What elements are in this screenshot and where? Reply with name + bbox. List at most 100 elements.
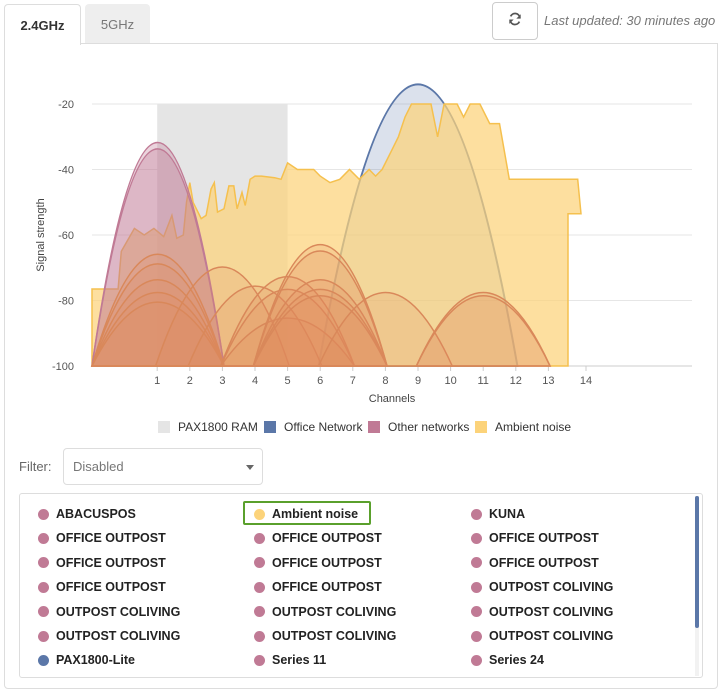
legend-swatch-office-network bbox=[264, 421, 276, 433]
network-color-dot bbox=[38, 532, 49, 544]
network-list-item[interactable]: OFFICE OUTPOST bbox=[471, 528, 599, 548]
network-color-dot bbox=[471, 557, 482, 569]
network-color-dot bbox=[38, 606, 49, 618]
network-name: OFFICE OUTPOST bbox=[489, 531, 599, 546]
x-tick-label: 1 bbox=[154, 375, 160, 387]
other-network-curve bbox=[252, 279, 389, 367]
legend-item-other-networks[interactable]: Other networks bbox=[368, 420, 469, 434]
network-color-dot bbox=[254, 630, 265, 642]
network-name: OFFICE OUTPOST bbox=[56, 555, 166, 570]
network-list-item[interactable]: Series 11 bbox=[254, 650, 326, 670]
network-list-item[interactable]: OFFICE OUTPOST bbox=[38, 577, 166, 597]
x-tick-label: 5 bbox=[285, 375, 291, 387]
other-network-curve bbox=[90, 263, 226, 367]
network-list[interactable]: ABACUSPOS Ambient noise KUNA OFFICE OUTPOST… bbox=[19, 493, 703, 678]
network-name: OFFICE OUTPOST bbox=[272, 580, 382, 595]
refresh-button[interactable] bbox=[492, 2, 538, 40]
network-list-item[interactable]: OFFICE OUTPOST bbox=[38, 528, 166, 548]
network-name: PAX1800-Lite bbox=[56, 653, 135, 668]
y-axis-title: Signal strength bbox=[35, 198, 47, 271]
x-axis-title: Channels bbox=[369, 393, 416, 405]
network-color-dot bbox=[254, 508, 265, 520]
x-tick-label: 10 bbox=[444, 375, 456, 387]
x-tick-label: 6 bbox=[317, 375, 323, 387]
network-name: OFFICE OUTPOST bbox=[272, 555, 382, 570]
tab-2-4ghz[interactable]: 2.4GHz bbox=[4, 4, 81, 45]
network-name: Ambient noise bbox=[272, 507, 359, 521]
network-color-dot bbox=[471, 630, 482, 642]
x-tick-label: 11 bbox=[477, 375, 488, 387]
network-color-dot bbox=[254, 606, 265, 618]
x-tick-label: 4 bbox=[252, 375, 258, 387]
other-network-curve bbox=[90, 301, 226, 367]
network-list-item[interactable]: OFFICE OUTPOST bbox=[38, 553, 166, 573]
network-name: OUTPOST COLIVING bbox=[272, 629, 397, 643]
network-list-item[interactable]: ABACUSPOS bbox=[38, 504, 136, 524]
legend-item-ram[interactable]: PAX1800 RAM bbox=[158, 420, 258, 434]
other-network-curve bbox=[219, 288, 356, 367]
filter-select[interactable]: Disabled bbox=[63, 448, 263, 485]
network-color-dot bbox=[38, 654, 49, 666]
network-list-item[interactable]: Ambient noise bbox=[254, 504, 358, 524]
network-name: OUTPOST COLIVING bbox=[272, 604, 397, 619]
network-color-dot bbox=[254, 532, 265, 544]
ambient-noise-area bbox=[91, 103, 582, 367]
network-name: OUTPOST COLIVING bbox=[489, 629, 614, 643]
network-name: OUTPOST COLIVING bbox=[489, 580, 614, 595]
network-list-item[interactable]: OUTPOST COLIVING bbox=[471, 577, 613, 597]
network-color-dot bbox=[254, 557, 265, 569]
network-list-item[interactable]: PAX1800-Lite bbox=[38, 650, 135, 670]
network-list-item[interactable]: OUTPOST COLIVING bbox=[38, 602, 180, 622]
other-network-curve bbox=[90, 279, 226, 367]
legend-swatch-ram bbox=[158, 421, 170, 433]
scrollbar-thumb[interactable] bbox=[695, 496, 699, 628]
x-tick-label: 13 bbox=[542, 375, 554, 387]
legend-item-office-network[interactable]: Office Network bbox=[264, 420, 362, 434]
other-network-curve bbox=[252, 250, 389, 367]
network-name: OFFICE OUTPOST bbox=[489, 555, 599, 570]
network-list-item[interactable]: KUNA bbox=[471, 504, 525, 524]
network-name: OUTPOST COLIVING bbox=[489, 604, 614, 619]
last-updated-text: Last updated: 30 minutes ago bbox=[544, 13, 716, 28]
network-list-item[interactable]: OUTPOST COLIVING bbox=[254, 602, 396, 622]
refresh-icon bbox=[508, 12, 522, 31]
network-color-dot bbox=[471, 606, 482, 618]
network-name: KUNA bbox=[489, 507, 526, 521]
filter-value: Disabled bbox=[73, 459, 124, 474]
legend-label-ram: PAX1800 RAM bbox=[178, 420, 258, 434]
y-tick-label: -20 bbox=[58, 99, 74, 111]
legend-label-other-networks: Other networks bbox=[388, 420, 470, 434]
legend-label-office-network: Office Network bbox=[284, 420, 363, 434]
network-list-item[interactable]: OFFICE OUTPOST bbox=[254, 553, 382, 573]
legend-label-ambient-noise: Ambient noise bbox=[495, 420, 572, 434]
network-list-item[interactable]: OFFICE OUTPOST bbox=[254, 528, 382, 548]
network-list-item[interactable]: OFFICE OUTPOST bbox=[471, 553, 599, 573]
network-color-dot bbox=[38, 581, 49, 593]
network-list-item[interactable]: OUTPOST COLIVING bbox=[471, 602, 613, 622]
network-name: Series 11 bbox=[272, 653, 327, 668]
network-name: OFFICE OUTPOST bbox=[56, 580, 166, 595]
network-name: Series 24 bbox=[489, 653, 544, 668]
y-tick-label: -60 bbox=[58, 230, 74, 242]
selected-item-highlight bbox=[243, 501, 371, 525]
network-color-dot bbox=[38, 630, 49, 642]
network-color-dot bbox=[471, 532, 482, 544]
x-tick-label: 14 bbox=[580, 375, 592, 387]
network-list-item[interactable]: Series 24 bbox=[471, 650, 544, 670]
network-list-item[interactable]: OUTPOST COLIVING bbox=[254, 626, 396, 646]
network-name: OUTPOST COLIVING bbox=[56, 604, 181, 619]
network-list-item[interactable]: OUTPOST COLIVING bbox=[471, 626, 613, 646]
y-tick-label: -100 bbox=[52, 361, 74, 373]
legend-swatch-other-networks bbox=[368, 421, 380, 433]
x-tick-label: 7 bbox=[350, 375, 356, 387]
tab-5ghz[interactable]: 5GHz bbox=[85, 4, 150, 44]
legend-swatch-ambient-noise bbox=[475, 421, 487, 433]
network-name: ABACUSPOS bbox=[56, 507, 136, 521]
network-color-dot bbox=[254, 654, 265, 666]
x-tick-label: 3 bbox=[219, 375, 225, 387]
legend-item-ambient-noise[interactable]: Ambient noise bbox=[475, 420, 571, 434]
network-color-dot bbox=[38, 508, 49, 520]
network-list-item[interactable]: OFFICE OUTPOST bbox=[254, 577, 382, 597]
network-list-item[interactable]: OUTPOST COLIVING bbox=[38, 626, 180, 646]
